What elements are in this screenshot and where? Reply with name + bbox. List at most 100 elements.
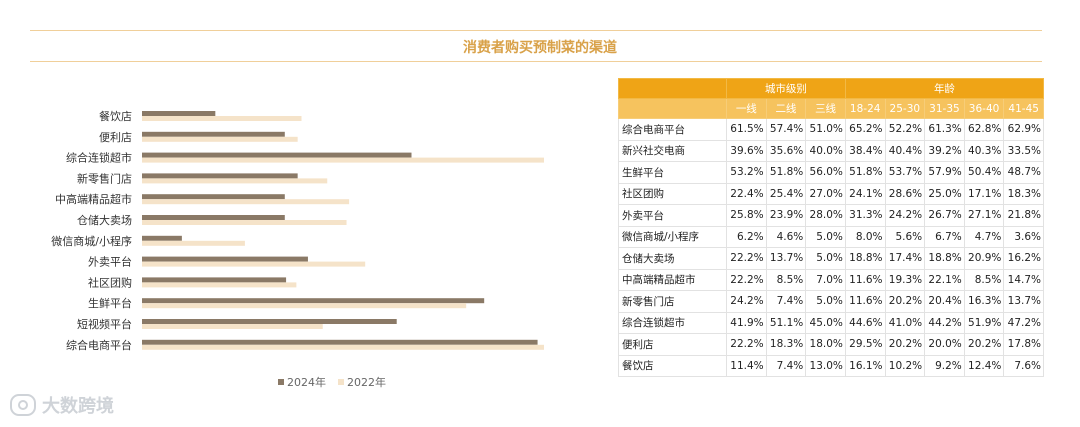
table-cell: 47.2% bbox=[1003, 311, 1044, 334]
category-label: 综合电商平台 bbox=[66, 338, 132, 352]
table-cell: 6.7% bbox=[924, 225, 965, 248]
table-cell: 13.7% bbox=[765, 247, 807, 270]
table-row: 外卖平台 25.8% 23.9% 28.0% 31.3% 24.2% 26.7% 27.1% 2… bbox=[618, 204, 1044, 227]
table-cell: 25.8% bbox=[726, 204, 767, 227]
table-cell: 20.9% bbox=[963, 247, 1005, 270]
table-cell: 51.8% bbox=[844, 161, 886, 184]
table-row-label: 微信商城/小程序 bbox=[618, 225, 727, 248]
table-cell: 10.2% bbox=[884, 354, 926, 377]
bar-2024年 bbox=[142, 319, 397, 324]
bar-2022年 bbox=[142, 324, 323, 329]
table-cell: 39.6% bbox=[726, 139, 767, 162]
table-row-label: 综合电商平台 bbox=[618, 118, 727, 141]
table-cell: 8.5% bbox=[963, 268, 1005, 291]
bar-2022年 bbox=[142, 116, 302, 121]
table-row: 综合连锁超市 41.9% 51.1% 45.0% 44.6% 41.0% 44.2% 51.9… bbox=[618, 311, 1044, 334]
table-cell: 52.2% bbox=[884, 118, 926, 141]
table-cell: 24.2% bbox=[884, 204, 926, 227]
legend-swatch-2022 bbox=[338, 379, 344, 385]
table-cell: 9.2% bbox=[924, 354, 965, 377]
bar-2022年 bbox=[142, 344, 544, 350]
bar-2024年 bbox=[142, 111, 216, 116]
table-cell: 22.2% bbox=[726, 247, 767, 270]
watermark: 大数跨境 bbox=[10, 392, 114, 418]
table-cell: 4.6% bbox=[765, 225, 807, 248]
table-cell: 23.9% bbox=[765, 204, 807, 227]
table-cell: 18.8% bbox=[844, 247, 886, 270]
table-cell: 13.7% bbox=[1003, 290, 1044, 313]
table-row: 中高端精品超市 22.2% 8.5% 7.0% 11.6% 19.3% 22.1% 8.5% 1… bbox=[618, 268, 1044, 291]
table-cell: 13.0% bbox=[805, 354, 846, 377]
table-cell: 20.4% bbox=[924, 290, 965, 313]
table-cell: 20.2% bbox=[884, 333, 926, 356]
bar-2022年 bbox=[142, 303, 467, 309]
table-row-label: 生鲜平台 bbox=[618, 161, 727, 184]
table-cell: 61.3% bbox=[924, 118, 965, 141]
table-cell: 25.0% bbox=[924, 182, 965, 205]
table-column-header: 36-40 bbox=[963, 98, 1005, 119]
table-cell: 20.2% bbox=[884, 290, 926, 313]
table-cell: 21.8% bbox=[1003, 204, 1044, 227]
table-cell: 41.0% bbox=[884, 311, 926, 334]
table-cell: 19.3% bbox=[884, 268, 926, 291]
table-group-header-blank bbox=[618, 78, 727, 99]
table-row: 生鲜平台 53.2% 51.8% 56.0% 51.8% 53.7% 57.9% 50.4% 4… bbox=[618, 161, 1044, 184]
table-cell: 20.0% bbox=[924, 333, 965, 356]
table-cell: 62.8% bbox=[963, 118, 1005, 141]
table-row: 微信商城/小程序 6.2% 4.6% 5.0% 8.0% 5.6% 6.7% 4.7% 3.6% bbox=[618, 225, 1044, 248]
table-row-label: 新零售门店 bbox=[618, 290, 727, 313]
bar-chart: 餐饮店便利店综合连锁超市新零售门店中高端精品超市仓储大卖场微信商城/小程序外卖平… bbox=[51, 109, 544, 352]
table-column-header: 二线 bbox=[765, 98, 807, 119]
table-cell: 8.5% bbox=[765, 268, 807, 291]
bar-2024年 bbox=[142, 298, 485, 304]
table-cell: 7.4% bbox=[765, 354, 807, 377]
table-cell: 8.0% bbox=[844, 225, 886, 248]
table-group-header-age: 年龄 bbox=[844, 78, 1045, 99]
table-cell: 61.5% bbox=[726, 118, 767, 141]
table-cell: 20.2% bbox=[963, 333, 1005, 356]
table-cell: 12.4% bbox=[963, 354, 1005, 377]
category-label: 微信商城/小程序 bbox=[51, 234, 132, 248]
table-cell: 24.2% bbox=[726, 290, 767, 313]
table-cell: 22.2% bbox=[726, 268, 767, 291]
table-cell: 16.1% bbox=[844, 354, 886, 377]
table-cell: 16.3% bbox=[963, 290, 1005, 313]
table-cell: 11.6% bbox=[844, 268, 886, 291]
category-label: 短视频平台 bbox=[77, 317, 132, 331]
category-label: 便利店 bbox=[99, 130, 132, 144]
table-cell: 7.0% bbox=[805, 268, 846, 291]
table-cell: 40.3% bbox=[963, 139, 1005, 162]
table-cell: 27.0% bbox=[805, 182, 846, 205]
table-cell: 51.0% bbox=[805, 118, 846, 141]
table-cell: 57.4% bbox=[765, 118, 807, 141]
table-column-header: 一线 bbox=[726, 98, 767, 119]
table-cell: 16.2% bbox=[1003, 247, 1044, 270]
table-cell: 5.0% bbox=[805, 225, 846, 248]
bar-2022年 bbox=[142, 240, 245, 246]
table-cell: 26.7% bbox=[924, 204, 965, 227]
table-cell: 14.7% bbox=[1003, 268, 1044, 291]
table-row: 新兴社交电商 39.6% 35.6% 40.0% 38.4% 40.4% 39.2% 40.3… bbox=[618, 139, 1044, 162]
table-cell: 53.2% bbox=[726, 161, 767, 184]
table-cell: 51.9% bbox=[963, 311, 1005, 334]
table-cell: 38.4% bbox=[844, 139, 886, 162]
category-label: 社区团购 bbox=[88, 275, 132, 289]
bar-2022年 bbox=[142, 199, 350, 205]
table-column-header: 41-45 bbox=[1003, 98, 1044, 119]
table-cell: 44.2% bbox=[924, 311, 965, 334]
table-column-header-blank bbox=[618, 98, 727, 119]
table-row-label: 中高端精品超市 bbox=[618, 268, 727, 291]
bar-2024年 bbox=[142, 339, 538, 345]
bar-2024年 bbox=[142, 194, 285, 200]
bar-2022年 bbox=[142, 282, 297, 288]
table-row-label: 外卖平台 bbox=[618, 204, 727, 227]
table-cell: 7.6% bbox=[1003, 354, 1044, 377]
table-column-header-row: 一线 二线 三线 18-24 25-30 31-35 36-40 41-45 bbox=[618, 98, 1044, 119]
table-cell: 18.0% bbox=[805, 333, 846, 356]
table-cell: 44.6% bbox=[844, 311, 886, 334]
table-cell: 5.0% bbox=[805, 290, 846, 313]
table-row-label: 社区团购 bbox=[618, 182, 727, 205]
table-row-label: 综合连锁超市 bbox=[618, 311, 727, 334]
table-cell: 62.9% bbox=[1003, 118, 1044, 141]
table-row: 便利店 22.2% 18.3% 18.0% 29.5% 20.2% 20.0% 20.2% 17… bbox=[618, 333, 1044, 356]
